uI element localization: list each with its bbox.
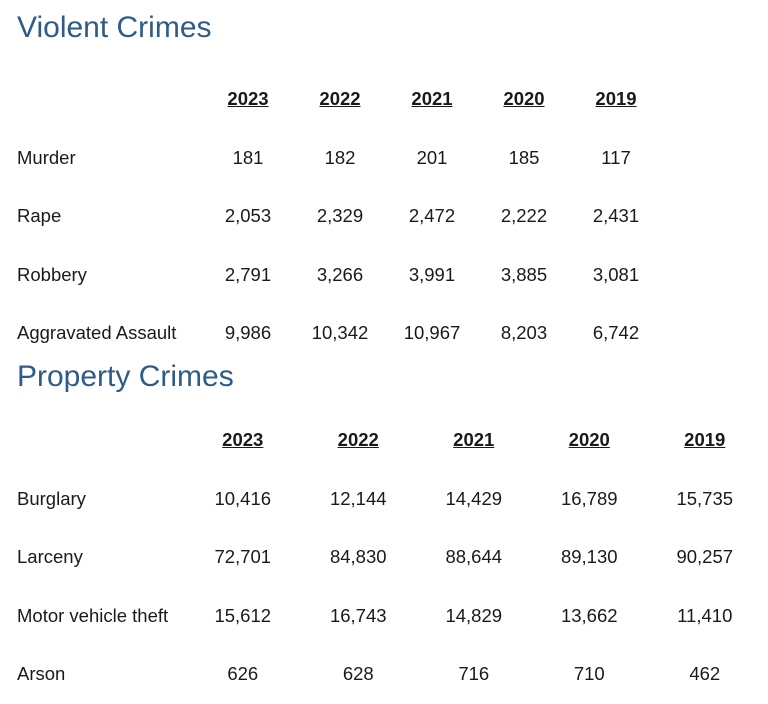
table-row: Larceny 72,701 84,830 88,644 89,130 90,2… [17,528,763,587]
value-cell: 9,986 [224,322,272,344]
table-row: Robbery 2,791 3,266 3,991 3,885 3,081 [17,246,662,305]
value-cell: 88,644 [445,546,503,568]
value-cell: 11,410 [677,604,733,626]
table-row: Aggravated Assault 9,986 10,342 10,967 8… [17,304,662,363]
row-label: Burglary [17,487,86,509]
year-header-2020: 2020 [503,88,545,110]
value-cell: 16,789 [560,487,618,509]
table-row: Rape 2,053 2,329 2,472 2,222 2,431 [17,187,662,246]
row-label: Robbery [17,263,87,285]
value-cell: 8,203 [500,322,548,344]
year-header-2019: 2019 [595,88,637,110]
value-cell: 2,222 [500,205,548,227]
value-cell: 3,885 [500,263,548,285]
row-label: Arson [17,663,66,685]
year-header-2019: 2019 [684,429,726,451]
value-cell: 10,967 [403,322,461,344]
value-cell: 10,342 [311,322,369,344]
value-cell: 185 [508,146,540,168]
year-header-2022: 2022 [337,429,379,451]
value-cell: 84,830 [329,546,387,568]
value-cell: 710 [573,663,605,685]
value-cell: 462 [689,663,721,685]
year-header-2021: 2021 [453,429,495,451]
value-cell: 3,991 [408,263,456,285]
value-cell: 628 [342,663,374,685]
value-cell: 13,662 [560,604,618,626]
value-cell: 10,416 [214,487,272,509]
value-cell: 15,735 [676,487,734,509]
value-cell: 72,701 [214,546,272,568]
table-row: Burglary 10,416 12,144 14,429 16,789 15,… [17,470,763,529]
label-header-cell [17,411,185,470]
row-label: Larceny [17,546,83,568]
value-cell: 6,742 [592,322,640,344]
value-cell: 201 [416,146,448,168]
row-label: Murder [17,146,76,168]
property-crimes-heading: Property Crimes [17,360,234,393]
year-header-2023: 2023 [222,429,264,451]
row-label: Rape [17,205,62,227]
value-cell: 12,144 [329,487,387,509]
year-header-2020: 2020 [568,429,610,451]
row-label: Aggravated Assault [17,322,177,344]
value-cell: 117 [601,146,631,168]
row-label: Motor vehicle theft [17,604,169,626]
value-cell: 3,081 [592,263,640,285]
value-cell: 716 [458,663,490,685]
table-row: Arson 626 628 716 710 462 [17,645,763,704]
value-cell: 14,429 [445,487,503,509]
table-row: Motor vehicle theft 15,612 16,743 14,829… [17,587,763,646]
value-cell: 182 [324,146,356,168]
value-cell: 16,743 [329,604,387,626]
violent-crimes-table: 2023 2022 2021 2020 2019 Murder 181 182 … [17,70,662,363]
value-cell: 90,257 [676,546,734,568]
value-cell: 2,472 [408,205,456,227]
value-cell: 15,612 [214,604,272,626]
property-crimes-table: 2023 2022 2021 2020 2019 Burglary 10,416… [17,411,763,704]
value-cell: 181 [232,146,264,168]
year-header-2023: 2023 [227,88,269,110]
table-header-row: 2023 2022 2021 2020 2019 [17,411,763,470]
value-cell: 2,329 [316,205,364,227]
value-cell: 2,791 [224,263,272,285]
value-cell: 89,130 [560,546,618,568]
value-cell: 14,829 [445,604,503,626]
violent-crimes-heading: Violent Crimes [17,11,212,44]
value-cell: 626 [227,663,259,685]
value-cell: 2,053 [224,205,272,227]
value-cell: 3,266 [316,263,364,285]
year-header-2021: 2021 [411,88,453,110]
year-header-2022: 2022 [319,88,361,110]
table-row: Murder 181 182 201 185 117 [17,129,662,188]
label-header-cell [17,70,202,129]
table-header-row: 2023 2022 2021 2020 2019 [17,70,662,129]
value-cell: 2,431 [592,205,640,227]
